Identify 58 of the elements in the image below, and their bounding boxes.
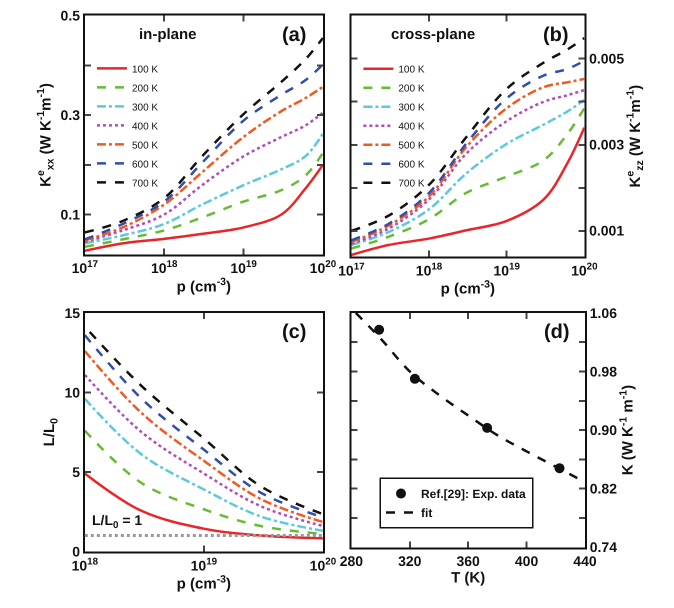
legend-label: 500 K: [398, 140, 425, 152]
x-tick-label: 10$^{17}$: [338, 262, 366, 278]
legend-label: Ref.[29]: Exp. data: [420, 487, 526, 502]
x-tick-label: 280: [340, 553, 364, 570]
x-tick-label: 400: [514, 553, 538, 570]
legend-label: 600 K: [132, 159, 158, 170]
x-tick-label: 10$^{20}$: [310, 556, 337, 574]
x-axis-title: p (cm$^{-3}$): [440, 278, 496, 298]
legend-label: fit: [420, 506, 432, 520]
legend-label: 400 K: [398, 122, 425, 133]
x-tick-label: 10$^{19}$: [230, 259, 258, 276]
legend-label: 300 K: [132, 102, 158, 114]
y-tick-label: 0.1: [60, 206, 80, 222]
x-tick-label: 10$^{20}$: [310, 259, 337, 276]
y2-tick-label: 0.98: [590, 363, 618, 380]
y2-tick-label: 0.005: [589, 50, 624, 67]
x-axis-title: p (cm$^{-3}$): [176, 573, 232, 593]
legend-label: 500 K: [132, 140, 158, 152]
x-axis-title: T (K): [451, 570, 486, 587]
annotation: (d): [544, 321, 570, 343]
y2-tick-label: 1.06: [590, 304, 618, 321]
point: [482, 422, 492, 433]
y2-tick-label: 0.82: [590, 480, 618, 497]
annotation: (a): [282, 24, 306, 46]
y2-tick-label: 0.003: [589, 136, 624, 153]
y2-tick-label: 0.74: [590, 539, 618, 556]
legend-label: 600 K: [398, 160, 425, 171]
y-tick-label: 0.3: [60, 107, 80, 124]
legend-label: 100 K: [132, 64, 158, 76]
x-tick-label: 440: [573, 553, 597, 570]
y-tick-label: 0.5: [60, 8, 80, 24]
point: [374, 324, 384, 335]
x-tick-label: 10$^{19}$: [493, 262, 520, 278]
legend-label: 400 K: [132, 121, 158, 132]
annotation: (c): [282, 321, 306, 343]
legend-label: 200 K: [398, 84, 425, 95]
legend-label: 200 K: [132, 83, 158, 94]
y2-tick-label: 0.90: [590, 422, 618, 438]
annotation: in-plane: [139, 26, 197, 43]
legend-label: 100 K: [398, 64, 425, 76]
annotation: cross-plane: [391, 26, 476, 43]
x-tick-label: 10$^{18}$: [416, 262, 443, 278]
x-tick-label: 10$^{17}$: [72, 259, 99, 276]
y-tick-label: 10: [64, 384, 80, 400]
y2-tick-label: 0.001: [589, 222, 624, 239]
legend-label: 700 K: [398, 178, 425, 190]
x-tick-label: 10$^{18}$: [150, 259, 178, 276]
x-axis-title: p (cm$^{-3}$): [176, 276, 232, 296]
ref-line-label: L/L$_{0}$ = 1: [92, 512, 142, 531]
legend-label: 700 K: [132, 178, 158, 190]
x-tick-label: 10$^{19}$: [190, 556, 218, 574]
x-tick-label: 320: [398, 553, 422, 570]
y-tick-label: 5: [72, 464, 80, 480]
y-tick-label: 15: [64, 304, 80, 321]
x-tick-label: 10$^{20}$: [571, 262, 598, 278]
annotation: (b): [543, 24, 569, 46]
legend-label: 300 K: [398, 102, 425, 114]
x-tick-label: 360: [456, 553, 480, 570]
